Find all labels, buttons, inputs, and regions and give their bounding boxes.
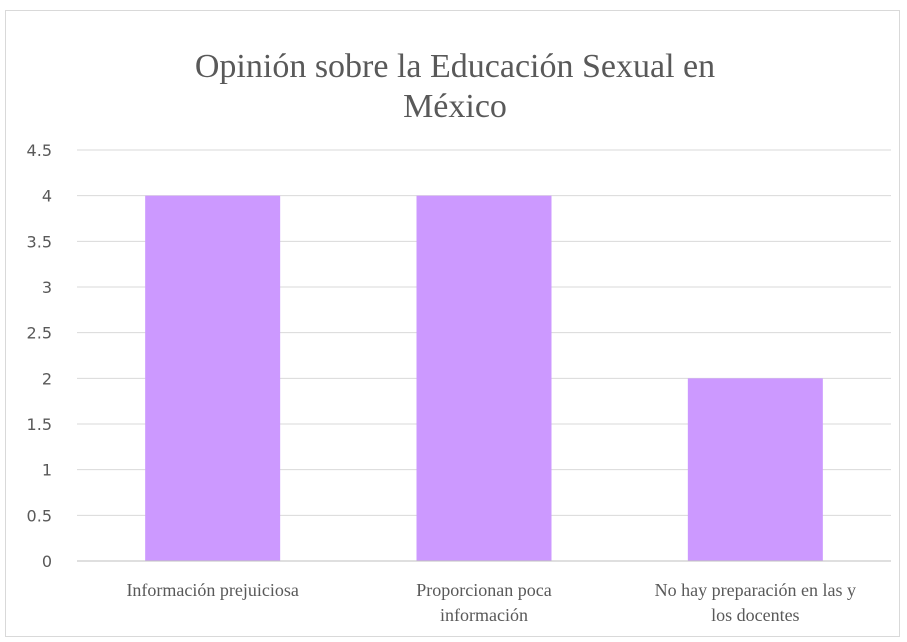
x-tick-label: Información prejuiciosa bbox=[126, 580, 298, 600]
y-tick-label: 1.5 bbox=[27, 415, 52, 434]
y-tick-label: 0.5 bbox=[27, 506, 52, 525]
y-tick-label: 3 bbox=[42, 278, 52, 297]
x-axis-ticks: Información prejuiciosa Proporcionan poca… bbox=[126, 580, 856, 625]
y-tick-label: 2.5 bbox=[27, 324, 52, 343]
bar-2 bbox=[416, 195, 552, 561]
bars bbox=[145, 195, 823, 561]
x-tick-label: No hay preparación en las y bbox=[655, 580, 856, 600]
bar-1 bbox=[145, 195, 281, 561]
y-axis-ticks: 0 0.5 1 1.5 2 2.5 3 3.5 4 4.5 bbox=[27, 141, 52, 571]
y-tick-label: 2 bbox=[42, 369, 52, 388]
y-tick-label: 0 bbox=[42, 552, 52, 571]
chart-title: Opinión sobre la Educación Sexual enMéxi… bbox=[195, 48, 715, 125]
y-tick-label: 1 bbox=[42, 461, 52, 480]
x-tick-label: información bbox=[440, 605, 528, 625]
x-tick-label: Proporcionan poca bbox=[416, 580, 551, 600]
chart-title-line-1: Opinión sobre la Educación Sexual en bbox=[195, 48, 715, 85]
y-tick-label: 4 bbox=[42, 187, 52, 206]
chart-title-line-2: México bbox=[403, 88, 507, 125]
x-tick-label: los docentes bbox=[711, 605, 799, 625]
y-tick-label: 4.5 bbox=[27, 141, 52, 160]
y-tick-label: 3.5 bbox=[27, 232, 52, 251]
bar-3 bbox=[687, 378, 823, 561]
